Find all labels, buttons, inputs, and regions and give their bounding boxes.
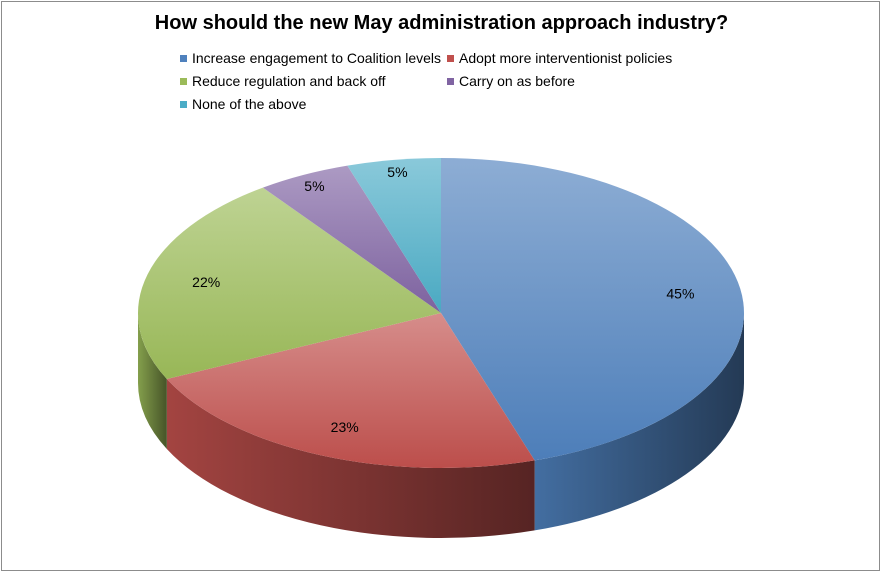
legend-label: None of the above — [192, 96, 307, 112]
data-label-0: 45% — [666, 286, 694, 302]
pie-side-1 — [166, 378, 535, 538]
pie-slice-1 — [166, 313, 535, 468]
legend-label: Increase engagement to Coalition levels — [192, 50, 442, 66]
pie-slice-2 — [137, 187, 441, 379]
pie-side-2 — [138, 313, 167, 449]
pie-slice-4 — [347, 158, 441, 313]
legend-item-carry-on: Carry on as before — [447, 73, 575, 89]
legend-swatch — [447, 54, 454, 62]
pie-tops — [137, 158, 744, 468]
chart-legend: Increase engagement to Coalition levels … — [0, 0, 883, 120]
legend-swatch — [180, 77, 187, 85]
data-label-2: 22% — [192, 274, 220, 290]
pie-slice-0 — [441, 158, 744, 461]
legend-swatch — [180, 100, 187, 108]
chart-title: How should the new May administration ap… — [154, 12, 729, 34]
pie-slice-3 — [262, 165, 441, 313]
legend-item-increase-engagement: Increase engagement to Coalition levels — [180, 50, 441, 66]
legend-item-reduce-regulation: Reduce regulation and back off — [180, 73, 386, 89]
legend-swatch — [180, 54, 187, 62]
legend-swatch — [447, 77, 454, 85]
data-label-4: 5% — [387, 164, 407, 180]
legend-item-adopt-interventionist: Adopt more interventionist policies — [447, 50, 672, 66]
data-label-3: 5% — [304, 178, 324, 194]
pie-sides — [138, 313, 744, 538]
legend-label: Adopt more interventionist policies — [459, 50, 673, 66]
legend-label: Reduce regulation and back off — [192, 73, 386, 89]
pie-labels: 45% 23% 22% 5% 5% — [192, 164, 694, 435]
legend-label: Carry on as before — [459, 73, 575, 89]
data-label-1: 23% — [331, 419, 359, 435]
legend-item-none-of-the-above: None of the above — [180, 96, 306, 112]
pie-side-0 — [534, 313, 744, 531]
